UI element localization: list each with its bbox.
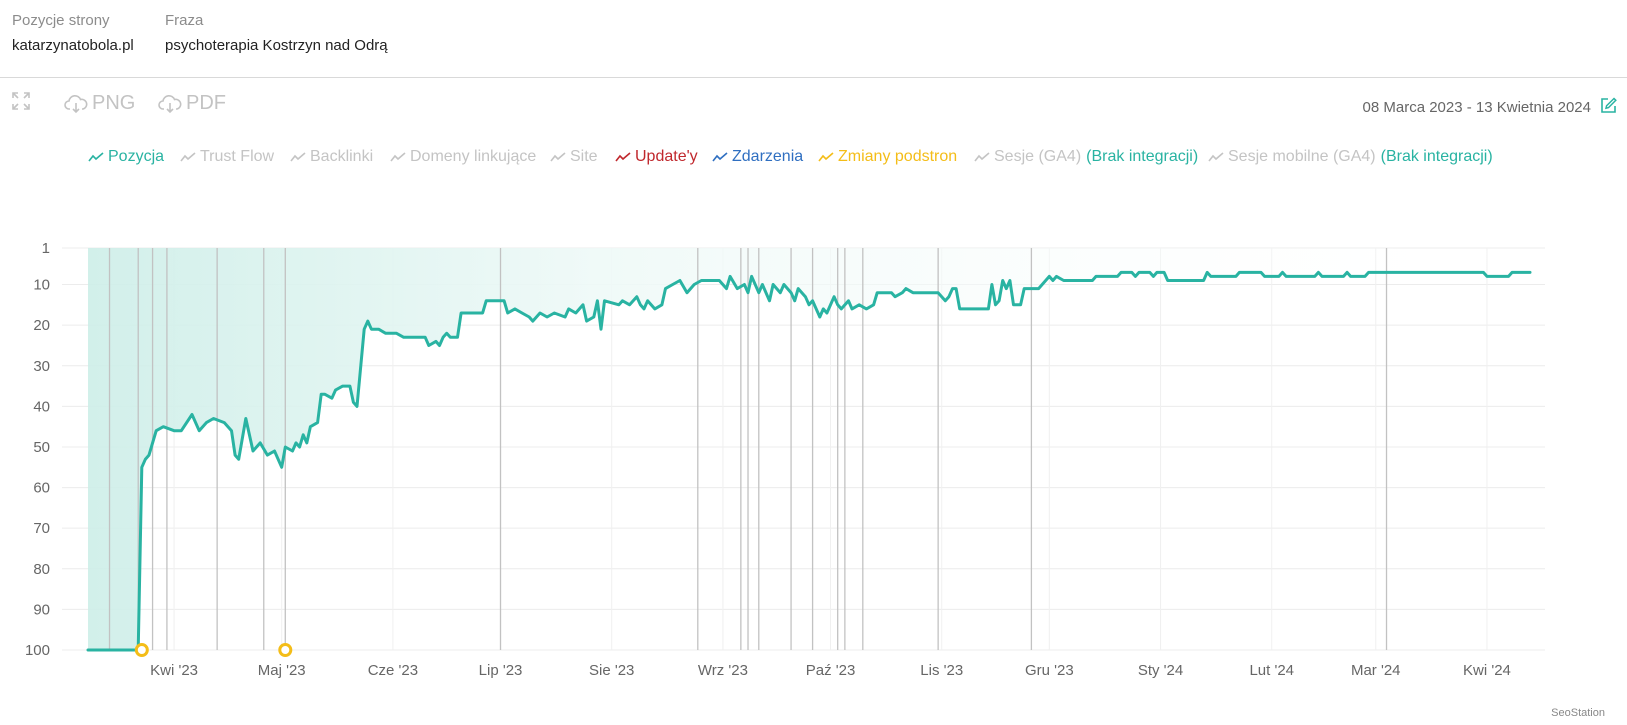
y-tick-label: 30 — [33, 358, 50, 375]
y-tick-label: 60 — [33, 480, 50, 497]
integration-status[interactable]: (Brak integracji) — [1086, 148, 1199, 165]
x-tick-label: Kwi '24 — [1463, 662, 1511, 679]
y-tick-label: 10 — [33, 277, 50, 294]
line-chart-icon — [818, 152, 834, 162]
expand-icon — [12, 92, 30, 110]
legend-item-backlinki[interactable]: Backlinki — [290, 148, 373, 166]
change-marker[interactable] — [134, 643, 149, 657]
x-tick-label: Paź '23 — [806, 662, 856, 679]
line-chart-icon — [974, 152, 990, 162]
series-line-pozycja — [86, 270, 1532, 652]
phrase-label: Fraza — [165, 12, 204, 29]
legend-item-zmiany-podstron[interactable]: Zmiany podstron — [818, 148, 957, 166]
change-marker[interactable] — [278, 643, 293, 657]
date-range[interactable]: 08 Marca 2023 - 13 Kwietnia 2024 — [1362, 99, 1591, 116]
x-tick-label: Mar '24 — [1351, 662, 1401, 679]
site-value: katarzynatobola.pl — [12, 37, 134, 54]
legend-label: Sesje mobilne (GA4) — [1228, 148, 1376, 165]
y-tick-label: 20 — [33, 317, 50, 334]
x-tick-label: Gru '23 — [1025, 662, 1074, 679]
x-tick-label: Sty '24 — [1138, 662, 1183, 679]
line-chart-icon — [390, 152, 406, 162]
brand-watermark: SeoStation — [1551, 707, 1605, 719]
y-tick-label: 70 — [33, 520, 50, 537]
y-tick-label: 1 — [42, 240, 50, 257]
legend-item-pozycja[interactable]: Pozycja — [88, 148, 164, 166]
legend-label: Domeny linkujące — [410, 148, 537, 165]
line-chart-icon — [1208, 152, 1224, 162]
png-label: PNG — [92, 92, 136, 114]
legend-item-zdarzenia[interactable]: Zdarzenia — [712, 148, 803, 166]
x-tick-label: Sie '23 — [589, 662, 634, 679]
expand-button[interactable] — [12, 92, 30, 110]
position-chart: 1 10 20 30 40 50 60 70 80 90 100 Kwi '23 Maj '23 Cze … — [25, 240, 1545, 679]
y-tick-label: 40 — [33, 398, 50, 415]
pdf-label: PDF — [186, 92, 226, 114]
x-tick-label: Lut '24 — [1249, 662, 1294, 679]
page-header: Pozycje strony katarzynatobola.pl Fraza … — [0, 0, 1627, 78]
line-chart-icon — [290, 152, 306, 162]
legend-label: Sesje (GA4) — [994, 148, 1082, 165]
png-download-button[interactable]: PNG — [64, 92, 135, 115]
legend-label: Backlinki — [310, 148, 374, 165]
legend-label: Zdarzenia — [732, 148, 804, 165]
chart-legend: Pozycja Trust Flow Backlinki Domeny linkują… — [0, 148, 1627, 170]
legend-item-update-y[interactable]: Update'y — [615, 148, 698, 166]
y-tick-label: 50 — [33, 439, 50, 456]
pdf-download-button[interactable]: PDF — [158, 92, 226, 115]
y-tick-label: 80 — [33, 561, 50, 578]
legend-item-domeny-linkujące[interactable]: Domeny linkujące — [390, 148, 536, 166]
cloud-download-icon — [158, 94, 182, 113]
legend-label: Update'y — [635, 148, 698, 165]
line-chart-icon — [88, 152, 104, 162]
x-tick-label: Lis '23 — [920, 662, 963, 679]
phrase-value: psychoterapia Kostrzyn nad Odrą — [165, 37, 388, 54]
legend-label: Trust Flow — [200, 148, 275, 165]
legend-item-trust-flow[interactable]: Trust Flow — [180, 148, 274, 166]
y-tick-label: 90 — [33, 601, 50, 618]
cloud-download-icon — [64, 94, 88, 113]
legend-label: Pozycja — [108, 148, 165, 165]
legend-item-site[interactable]: Site — [550, 148, 598, 166]
line-chart-icon — [550, 152, 566, 162]
x-tick-label: Wrz '23 — [698, 662, 748, 679]
x-tick-label: Cze '23 — [368, 662, 418, 679]
legend-label: Site — [570, 148, 598, 165]
line-chart-icon — [180, 152, 196, 162]
chart-toolbar: PNG PDF 08 Marca 2023 - 13 Kwietnia 2024 — [0, 92, 1627, 122]
line-chart-icon — [712, 152, 728, 162]
y-tick-label: 100 — [25, 642, 50, 659]
x-tick-label: Lip '23 — [479, 662, 523, 679]
x-tick-label: Kwi '23 — [150, 662, 198, 679]
series-area — [88, 248, 1530, 650]
x-tick-label: Maj '23 — [258, 662, 306, 679]
integration-status[interactable]: (Brak integracji) — [1380, 148, 1493, 165]
legend-item-sesje-ga4-[interactable]: Sesje (GA4) (Brak integracji) — [974, 148, 1198, 166]
legend-item-sesje-mobilne-ga4-[interactable]: Sesje mobilne (GA4) (Brak integracji) — [1208, 148, 1493, 166]
line-chart-icon — [615, 152, 631, 162]
legend-label: Zmiany podstron — [838, 148, 958, 165]
edit-icon[interactable] — [1600, 97, 1617, 114]
site-label: Pozycje strony — [12, 12, 110, 29]
